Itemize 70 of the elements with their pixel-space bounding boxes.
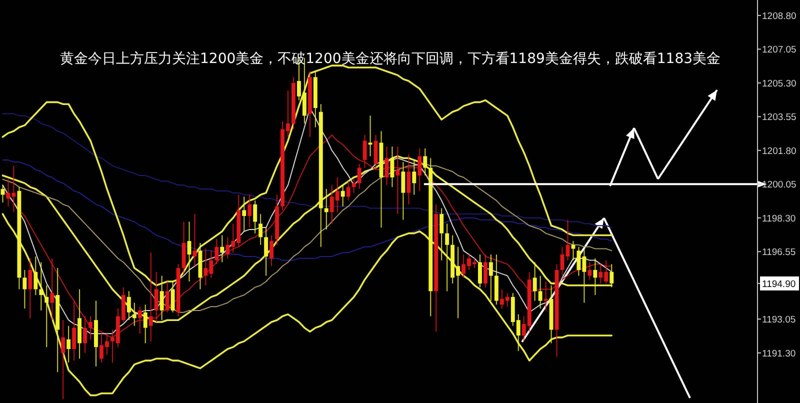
text: 黄金今日上方压力关注1200美金，不破1200美金还将向下回调，下方看1189美金得失，跌破看1183美金 [60,51,721,67]
candlestick [44,284,49,348]
candlestick [346,180,350,202]
candlestick [132,302,136,326]
candlestick [593,258,598,296]
candlestick [352,178,356,194]
candlestick [0,184,5,203]
candlestick [396,146,400,215]
y-tick-label: 1201.80 [762,146,796,157]
candlestick [368,115,372,157]
candlestick [357,163,362,190]
candlestick [588,262,592,280]
line-series [2,213,613,396]
line-series [2,64,613,286]
candlestick [83,316,87,354]
y-tick-label: 1191.30 [762,348,796,360]
candlestick [264,227,268,276]
candlestick [248,194,252,228]
candlestick [160,275,164,321]
line-series [2,160,612,261]
candlestick [72,300,76,362]
candlestick [324,188,328,230]
y-tick-label: 1203.55 [762,112,796,124]
y-tick-label: 1205.30 [762,78,796,90]
candlestick [488,254,493,302]
candlestick [66,325,71,364]
candlestick [39,262,44,311]
candlestick [483,254,488,288]
candlestick [61,320,66,400]
y-tick-label: 1198.30 [762,213,796,224]
y-tick-label: 1200.05 [762,180,796,191]
y-tick-label: 1193.05 [762,314,796,326]
candlestick [423,148,428,176]
candlestick [242,196,246,232]
candlestick [384,146,389,186]
candlestick [418,148,422,192]
candlestick [148,252,153,342]
candlestick [22,269,27,310]
candlestick [138,306,142,334]
candlestick [165,281,170,313]
y-tick-label: 1208.80 [762,10,796,22]
candlestick [50,258,54,321]
candlestick [192,214,197,267]
y-tick-label: 1207.05 [762,44,796,56]
candlestick [170,281,175,313]
candlestick [406,154,411,205]
candlestick [478,254,482,288]
candlestick [126,290,131,321]
candlestick [390,146,394,188]
candlestick [412,160,416,196]
candlestick [544,281,548,311]
candlestick [253,200,258,234]
candlestick [88,316,92,340]
candlestick [28,258,32,319]
candlestick [143,304,148,344]
candlestick [340,184,345,207]
y-tick-label: 1196.55 [762,247,796,258]
candlestick [154,271,158,323]
candlestick [445,223,450,292]
y-tick-label: 1194.90 [762,278,796,290]
candlestick [401,161,406,220]
candlestick [440,208,444,261]
candlestick [34,256,38,296]
candlestick [214,238,219,265]
candlestick [258,214,263,246]
candlestick [362,134,367,168]
candlestick [220,234,224,263]
candlestick [270,234,274,267]
candlestick [538,275,542,310]
candlestick [532,262,537,302]
